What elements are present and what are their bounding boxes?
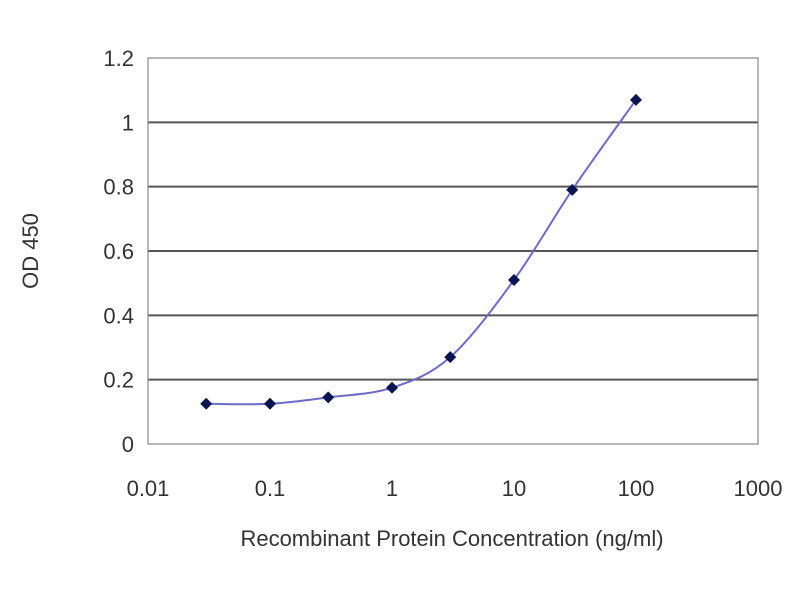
x-tick-label: 0.01 xyxy=(127,476,170,501)
data-point-4 xyxy=(444,351,457,364)
x-tick-label: 100 xyxy=(618,476,655,501)
data-point-2 xyxy=(322,391,335,404)
x-tick-label: 1000 xyxy=(734,476,783,501)
data-point-6 xyxy=(566,183,579,196)
y-axis-title: OD 450 xyxy=(18,213,43,289)
x-tick-label: 10 xyxy=(502,476,526,501)
x-axis-title: Recombinant Protein Concentration (ng/ml… xyxy=(240,526,663,551)
series-line xyxy=(206,99,637,406)
data-point-3 xyxy=(386,381,398,394)
data-points xyxy=(200,93,642,410)
y-tick-label: 1.2 xyxy=(103,46,134,71)
y-tick-label: 0.2 xyxy=(103,368,134,393)
x-tick-label: 0.1 xyxy=(255,476,286,501)
y-tick-label: 0 xyxy=(122,432,134,457)
y-tick-label: 1 xyxy=(122,110,134,135)
data-point-7 xyxy=(630,93,642,106)
y-tick-labels: 0 0.2 0.4 0.6 0.8 1 1.2 xyxy=(103,46,134,457)
data-point-0 xyxy=(200,397,213,410)
x-tick-labels: 0.01 0.1 1 10 100 1000 xyxy=(127,476,783,501)
data-point-1 xyxy=(264,397,276,410)
y-tick-label: 0.8 xyxy=(103,175,134,200)
x-tick-label: 1 xyxy=(386,476,398,501)
data-point-5 xyxy=(508,273,520,286)
grid-lines xyxy=(148,121,758,381)
plot-frame xyxy=(147,57,759,445)
y-tick-label: 0.6 xyxy=(103,239,134,264)
y-tick-label: 0.4 xyxy=(103,303,134,328)
